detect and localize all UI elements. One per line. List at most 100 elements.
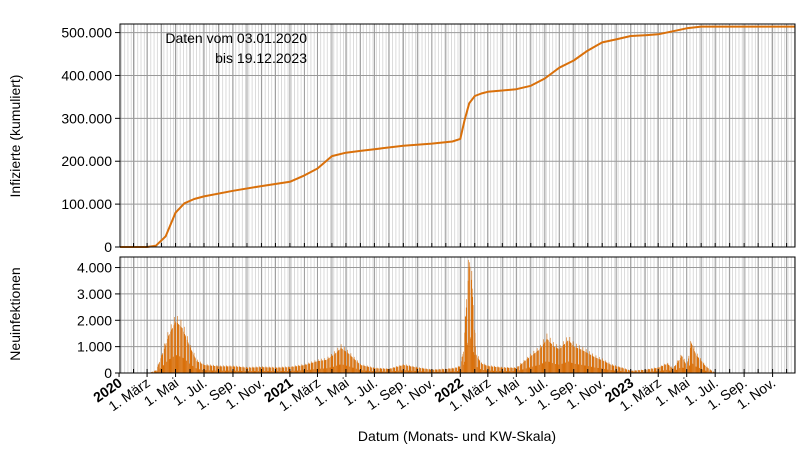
daily-bar <box>421 371 423 373</box>
daily-bar <box>443 369 444 373</box>
daily-bar <box>663 365 665 373</box>
daily-bar <box>466 299 467 373</box>
daily-bar <box>695 366 697 373</box>
daily-bar <box>392 371 393 373</box>
daily-bar <box>287 371 289 373</box>
daily-bar <box>681 355 683 373</box>
daily-bar <box>276 367 277 373</box>
daily-bar <box>684 361 685 373</box>
daily-bar <box>211 365 212 373</box>
daily-bar <box>225 370 226 373</box>
daily-bar <box>544 341 546 373</box>
daily-bar <box>457 367 459 373</box>
date-range-annotation: Daten vom 03.01.2020 bis 19.12.2023 <box>165 30 307 66</box>
daily-bar <box>183 326 185 373</box>
daily-bar <box>541 363 543 373</box>
daily-bar <box>525 360 526 373</box>
daily-bar <box>464 316 466 373</box>
daily-bar <box>323 360 325 373</box>
daily-bar <box>260 367 261 373</box>
y-tick-label: 2.000 <box>77 312 112 328</box>
daily-bar <box>389 368 390 373</box>
daily-bar <box>507 367 509 373</box>
daily-bar <box>689 366 690 373</box>
daily-bar <box>427 369 428 373</box>
daily-bar <box>671 368 673 373</box>
daily-bar <box>664 363 665 373</box>
daily-bar <box>454 368 456 373</box>
daily-bar <box>536 351 537 373</box>
daily-bar <box>652 368 653 373</box>
daily-bar <box>369 367 371 373</box>
daily-bar <box>352 367 354 373</box>
daily-bar <box>227 366 229 373</box>
daily-bar <box>658 367 660 373</box>
daily-bar <box>341 348 343 373</box>
daily-bar <box>531 355 532 373</box>
daily-bar <box>370 366 371 373</box>
daily-bar <box>219 365 221 373</box>
daily-bar <box>259 366 260 373</box>
daily-bar <box>518 366 519 373</box>
daily-bar <box>419 368 421 373</box>
daily-bar <box>498 367 500 373</box>
daily-bar <box>169 334 170 373</box>
daily-bar <box>471 279 472 373</box>
daily-bar <box>508 367 509 373</box>
daily-bar <box>340 344 342 373</box>
daily-bar <box>288 367 290 373</box>
daily-bar <box>171 328 173 373</box>
daily-bar <box>192 365 193 373</box>
daily-bar <box>164 343 165 373</box>
daily-bar <box>238 370 240 373</box>
daily-bar <box>166 362 167 373</box>
daily-bar <box>292 366 294 373</box>
daily-bar <box>300 370 301 373</box>
daily-bar <box>194 357 196 373</box>
daily-bar <box>266 367 267 373</box>
daily-bar <box>701 361 702 373</box>
daily-bar <box>162 365 164 373</box>
daily-bar <box>385 371 387 373</box>
daily-bar <box>269 367 270 373</box>
daily-bar <box>499 367 500 373</box>
daily-bar <box>407 365 408 373</box>
daily-bar <box>398 370 400 373</box>
daily-bar <box>564 343 565 373</box>
daily-bar <box>427 371 429 373</box>
daily-bar <box>576 347 578 373</box>
daily-bar <box>237 366 238 373</box>
daily-bar <box>511 367 512 373</box>
daily-bar <box>252 367 253 373</box>
daily-bar <box>280 367 281 373</box>
daily-bar <box>444 371 446 373</box>
daily-bar <box>506 371 507 373</box>
daily-bar <box>269 367 271 373</box>
daily-bar <box>703 363 704 373</box>
daily-bar <box>169 359 171 373</box>
daily-bar <box>184 335 186 373</box>
daily-bar <box>200 361 201 373</box>
daily-bar <box>265 367 266 373</box>
daily-bar <box>282 367 284 373</box>
daily-bar <box>577 348 579 373</box>
daily-bar <box>529 356 531 373</box>
daily-bar <box>302 365 303 373</box>
daily-bar <box>489 370 491 373</box>
daily-bar <box>444 369 446 373</box>
daily-bar <box>295 365 296 373</box>
daily-bar <box>236 366 238 373</box>
daily-bar <box>689 365 691 373</box>
daily-bar <box>406 364 407 373</box>
daily-bar <box>253 367 255 373</box>
daily-bar <box>302 365 304 373</box>
daily-bar <box>448 368 450 373</box>
daily-bar <box>596 358 598 373</box>
daily-bar <box>306 364 307 373</box>
daily-bar <box>451 367 453 373</box>
daily-bar <box>632 370 633 373</box>
daily-bar <box>682 368 684 373</box>
daily-bar <box>569 337 571 373</box>
daily-bar <box>693 346 695 373</box>
daily-bar <box>453 368 454 373</box>
